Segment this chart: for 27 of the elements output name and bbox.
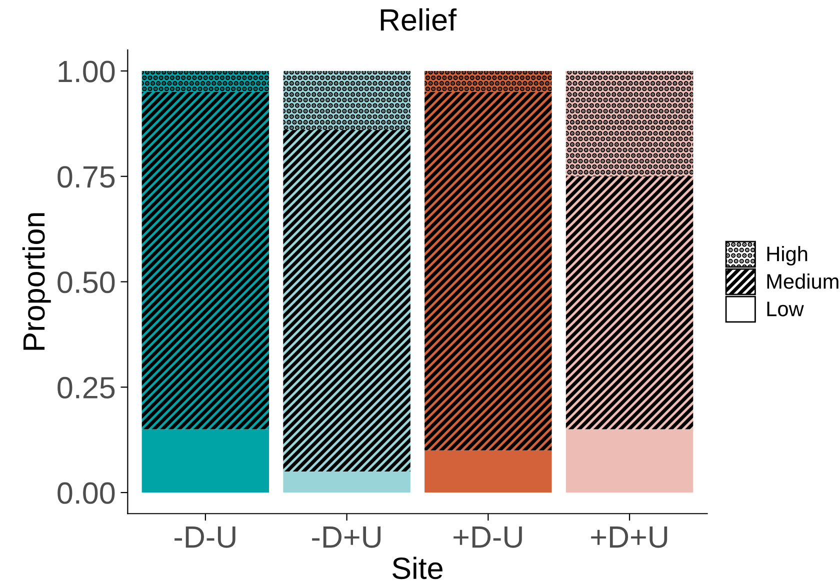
bar — [424, 450, 552, 493]
bar — [566, 176, 694, 430]
bar — [566, 429, 694, 493]
y-axis-title: Proportion — [22, 213, 51, 350]
x-tick-label: -D-U — [174, 526, 236, 548]
x-tick-label: +D-U — [454, 526, 522, 548]
x-tick-label: +D+U — [591, 526, 668, 548]
bar — [424, 92, 552, 450]
bar — [283, 130, 410, 472]
text: Low — [767, 302, 804, 316]
chart-title: Relief — [380, 8, 457, 31]
bar — [142, 429, 270, 493]
bar — [283, 70, 410, 130]
y-tick-label: 0.75 — [58, 166, 115, 188]
text: High — [767, 246, 808, 266]
y-tick-label: 0.50 — [58, 271, 115, 294]
x-tick-label: -D+U — [312, 526, 381, 548]
bar — [566, 70, 694, 176]
bar — [424, 70, 552, 92]
y-tick-label: 0.00 — [58, 482, 115, 504]
bar — [283, 471, 410, 493]
text: Medium — [767, 274, 838, 289]
bar — [142, 70, 270, 92]
y-tick-label: 0.25 — [58, 376, 115, 399]
y-tick-label: 1.00 — [58, 60, 115, 82]
bar — [142, 92, 270, 430]
x-axis-title: Site — [392, 556, 442, 580]
